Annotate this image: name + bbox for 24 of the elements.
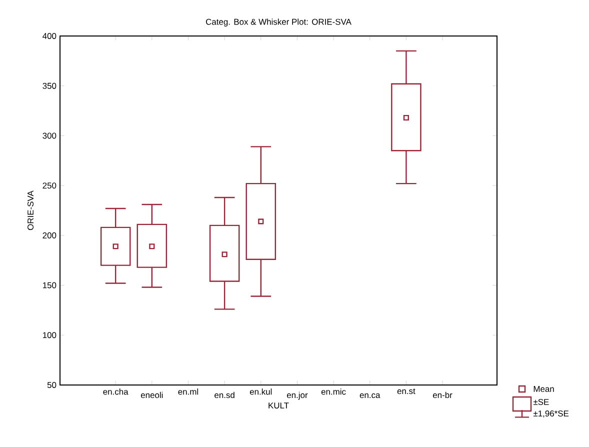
y-tick-label: 250 — [42, 182, 56, 189]
x-tick-label: en.kul — [250, 388, 272, 395]
x-tick-label: en.ml — [178, 388, 198, 395]
y-tick-label: 150 — [43, 282, 56, 288]
y-axis-title: ORIE-SVA — [28, 190, 34, 230]
text: Mean — [534, 386, 554, 392]
x-tick-label: en.st — [397, 388, 416, 394]
y-tick-label: 300 — [42, 132, 56, 139]
y-tick-label: 350 — [42, 82, 56, 89]
x-tick-label: en-br — [432, 392, 452, 398]
text: ±SE — [533, 398, 549, 405]
text: ±1,96*SE — [533, 410, 569, 418]
y-tick-label: 50 — [47, 382, 56, 388]
y-tick-label: 100 — [43, 332, 56, 338]
x-tick-label: eneoli — [140, 392, 163, 398]
x-tick-label: en.cha — [103, 388, 128, 395]
y-tick-label: 200 — [42, 232, 56, 238]
x-tick-label: en.mic — [321, 388, 346, 395]
x-tick-label: en.jor — [286, 392, 308, 400]
x-tick-label: en.sd — [214, 392, 234, 398]
y-tick-label: 400 — [42, 33, 56, 39]
chart-title: Categ. Box & Whisker Plot: ORIE-SVA — [206, 18, 352, 26]
x-tick-label: en.ca — [360, 393, 380, 398]
x-axis-title: KULT — [268, 402, 289, 408]
